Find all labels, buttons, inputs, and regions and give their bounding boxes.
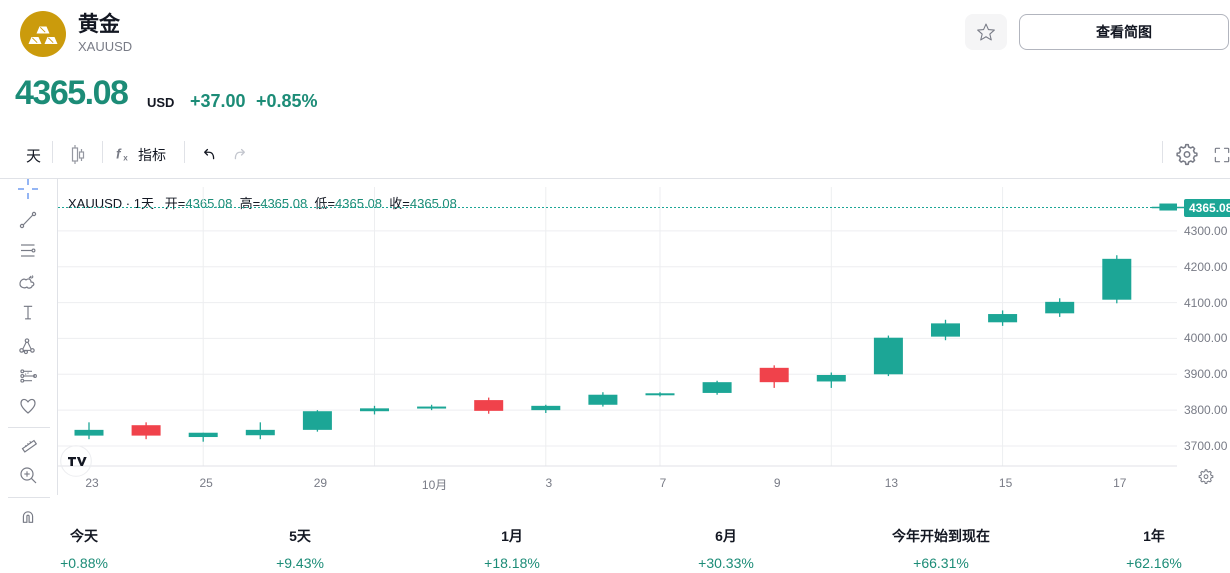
svg-text:x: x xyxy=(123,153,128,162)
svg-text:f: f xyxy=(116,147,122,162)
